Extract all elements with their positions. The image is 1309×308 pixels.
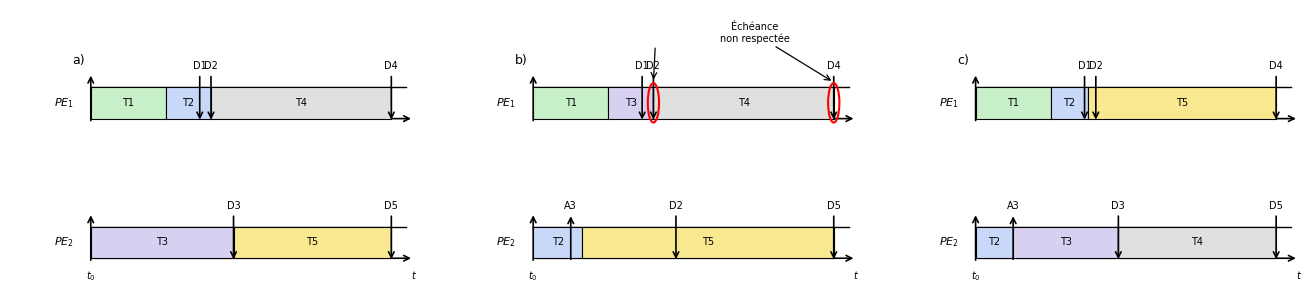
Text: T4: T4 xyxy=(737,98,750,108)
Text: Échéance
non respectée: Échéance non respectée xyxy=(720,22,789,44)
Bar xyxy=(90,87,166,119)
Text: T2: T2 xyxy=(988,237,1000,247)
Text: $t$: $t$ xyxy=(411,269,418,281)
Text: D4: D4 xyxy=(385,61,398,71)
Text: $t_0$: $t_0$ xyxy=(971,269,980,283)
Text: T5: T5 xyxy=(702,237,713,247)
Text: T2: T2 xyxy=(551,237,564,247)
Text: D5: D5 xyxy=(827,201,840,211)
Text: D4: D4 xyxy=(1270,61,1283,71)
Text: T3: T3 xyxy=(156,237,168,247)
Text: A3: A3 xyxy=(564,201,577,211)
Bar xyxy=(211,87,391,119)
Bar xyxy=(975,87,1051,119)
Text: $t$: $t$ xyxy=(853,269,859,281)
Text: D3: D3 xyxy=(1111,201,1126,211)
Text: $PE_1$: $PE_1$ xyxy=(939,96,958,110)
Text: $PE_2$: $PE_2$ xyxy=(939,236,958,249)
Text: T5: T5 xyxy=(1177,98,1189,108)
Text: D2: D2 xyxy=(669,201,683,211)
Text: T4: T4 xyxy=(295,98,308,108)
Text: a): a) xyxy=(73,54,85,67)
Text: D2: D2 xyxy=(1089,61,1102,71)
Bar xyxy=(1118,227,1276,258)
Text: T5: T5 xyxy=(306,237,318,247)
Text: $t_0$: $t_0$ xyxy=(86,269,96,283)
Bar xyxy=(166,87,211,119)
Bar xyxy=(583,227,834,258)
Text: D1: D1 xyxy=(1077,61,1092,71)
Text: T1: T1 xyxy=(1007,98,1020,108)
Bar xyxy=(533,87,609,119)
Text: D2: D2 xyxy=(204,61,217,71)
Text: $PE_1$: $PE_1$ xyxy=(54,96,73,110)
Text: A3: A3 xyxy=(1007,201,1020,211)
Text: D1: D1 xyxy=(635,61,649,71)
Bar xyxy=(533,227,583,258)
Text: D4: D4 xyxy=(827,61,840,71)
Text: $PE_2$: $PE_2$ xyxy=(496,236,516,249)
Text: $t$: $t$ xyxy=(1296,269,1301,281)
Text: $t_0$: $t_0$ xyxy=(529,269,538,283)
Bar xyxy=(1051,87,1088,119)
Text: D5: D5 xyxy=(1270,201,1283,211)
Text: T3: T3 xyxy=(1060,237,1072,247)
Bar xyxy=(975,227,1013,258)
Text: $PE_2$: $PE_2$ xyxy=(54,236,73,249)
Bar xyxy=(90,227,233,258)
Text: b): b) xyxy=(516,54,528,67)
Text: T3: T3 xyxy=(624,98,637,108)
Text: T1: T1 xyxy=(564,98,577,108)
Text: D5: D5 xyxy=(385,201,398,211)
Text: T1: T1 xyxy=(122,98,135,108)
Text: D2: D2 xyxy=(647,61,660,71)
Text: T2: T2 xyxy=(182,98,195,108)
Bar xyxy=(1088,87,1276,119)
Text: T4: T4 xyxy=(1191,237,1203,247)
Text: c): c) xyxy=(958,54,970,67)
Text: T2: T2 xyxy=(1063,98,1076,108)
Bar xyxy=(609,87,653,119)
Bar xyxy=(653,87,834,119)
Text: D3: D3 xyxy=(226,201,241,211)
Bar xyxy=(233,227,391,258)
Text: D1: D1 xyxy=(192,61,207,71)
Text: $PE_1$: $PE_1$ xyxy=(496,96,516,110)
Bar xyxy=(1013,227,1118,258)
